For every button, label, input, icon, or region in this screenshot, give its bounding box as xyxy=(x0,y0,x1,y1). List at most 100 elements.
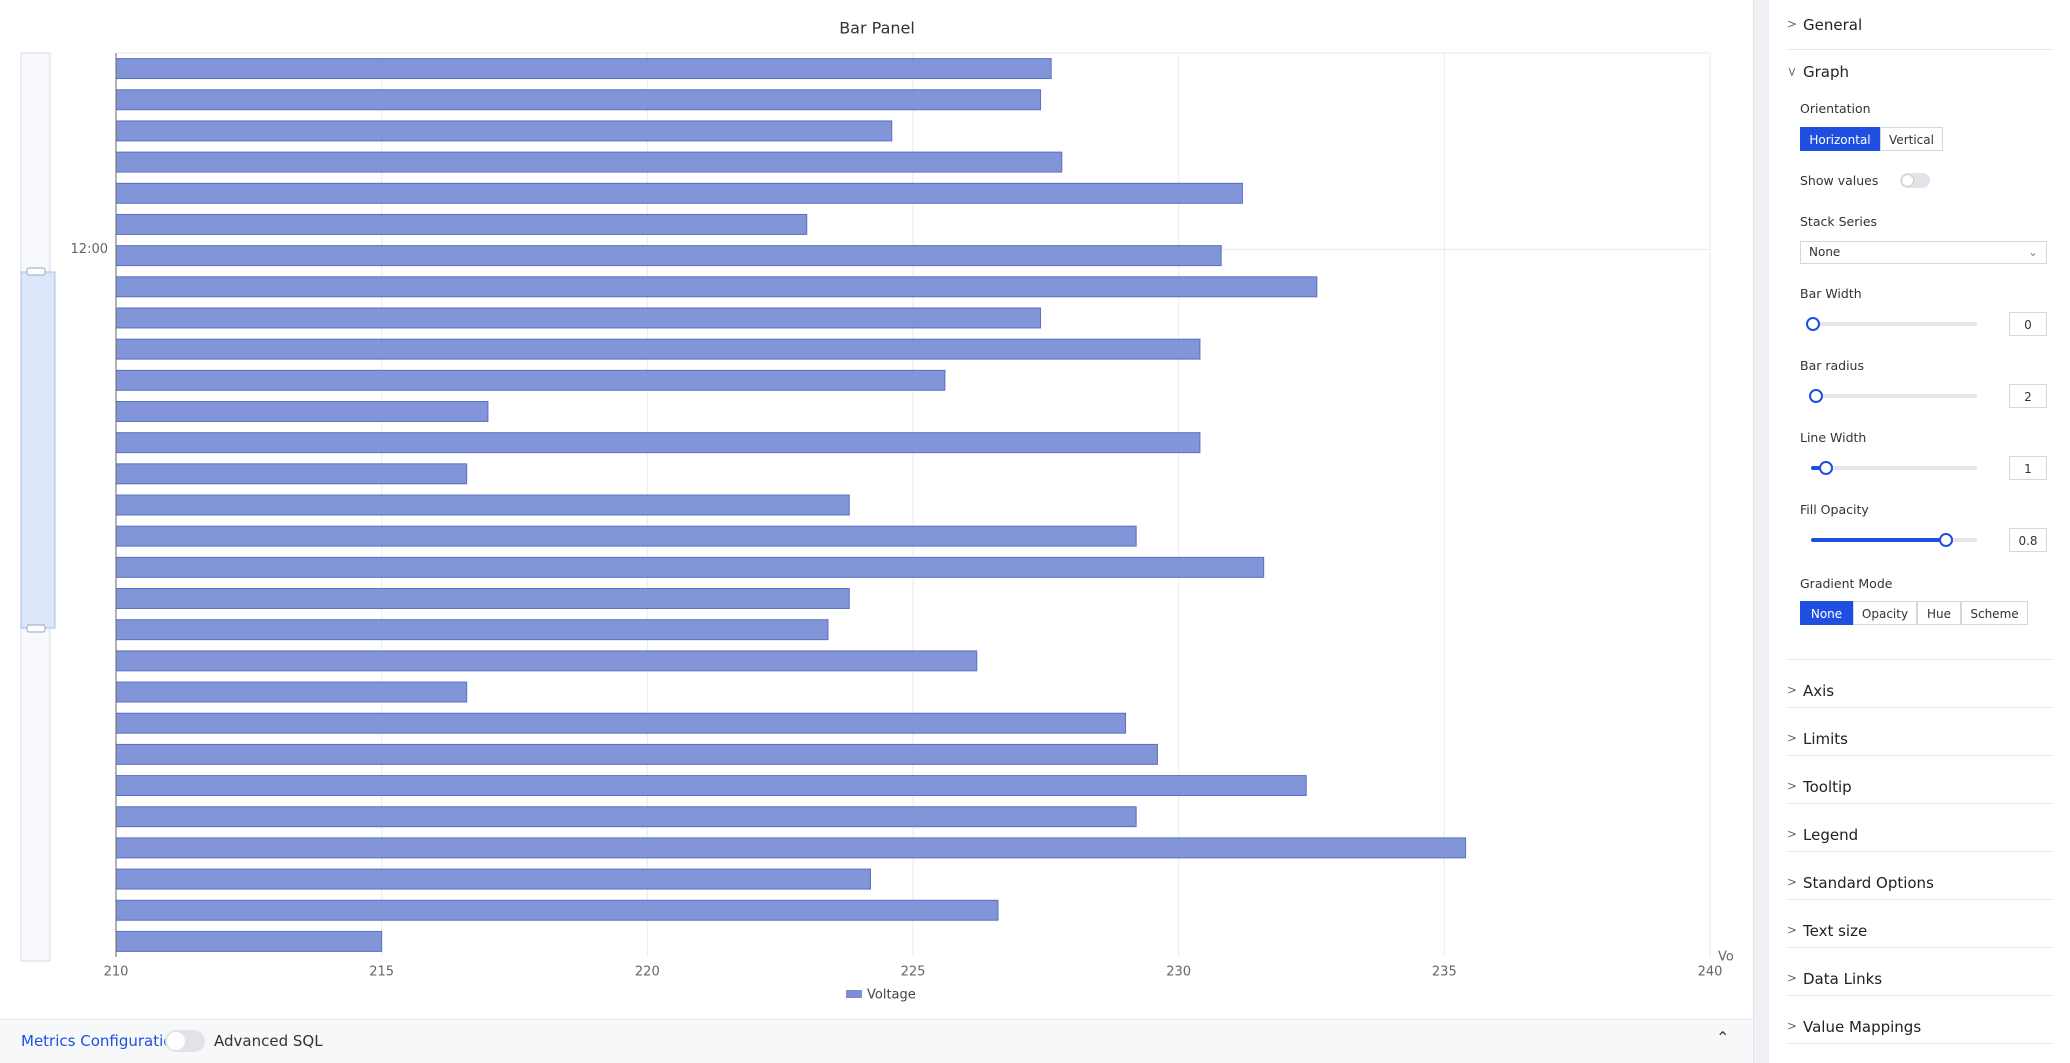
bar xyxy=(115,245,1222,267)
slider[interactable] xyxy=(1811,461,1977,475)
field-label: Bar Width xyxy=(1800,286,1862,301)
bar xyxy=(115,369,946,391)
x-tick-label: 235 xyxy=(1432,965,1457,980)
select-value: None xyxy=(1809,245,1841,259)
x-axis-label: Vo xyxy=(1718,950,1734,965)
slider-thumb[interactable] xyxy=(1819,461,1834,475)
bar xyxy=(115,712,1127,734)
zoom-window[interactable] xyxy=(20,271,56,629)
section-header[interactable]: Tooltip xyxy=(1803,778,1852,796)
bar xyxy=(115,556,1265,578)
slider-thumb[interactable] xyxy=(1938,533,1953,547)
bar xyxy=(115,837,1467,859)
section-header[interactable]: Legend xyxy=(1803,826,1859,844)
field-label: Fill Opacity xyxy=(1800,502,1869,517)
bar xyxy=(115,525,1137,547)
bar xyxy=(115,120,893,142)
toggle[interactable] xyxy=(1900,173,1930,188)
zoom-handle[interactable] xyxy=(26,267,46,276)
bar xyxy=(115,775,1307,797)
x-tick-label: 220 xyxy=(635,965,660,980)
divider xyxy=(1787,947,2053,948)
divider xyxy=(1787,659,2053,660)
bar xyxy=(115,276,1318,298)
option-button[interactable]: None xyxy=(1800,601,1853,625)
bar xyxy=(115,338,1201,360)
number-input[interactable]: 2 xyxy=(2009,384,2047,408)
divider xyxy=(1787,899,2053,900)
chart-title: Bar Panel xyxy=(839,19,915,38)
field-label: Line Width xyxy=(1800,430,1867,445)
divider xyxy=(1787,803,2053,804)
chart-panel: Bar Panel 210 215 220 225 230 235 240 Vo 12:00 Vo… xyxy=(0,0,1754,1063)
bar xyxy=(115,806,1137,828)
slider[interactable] xyxy=(1806,317,1977,331)
chevron: > xyxy=(1787,827,1798,841)
slider[interactable] xyxy=(1809,389,1977,403)
section-header[interactable]: Axis xyxy=(1803,682,1835,700)
option-button[interactable]: Horizontal xyxy=(1800,127,1880,151)
field-label: Bar radius xyxy=(1800,358,1864,373)
slider-thumb[interactable] xyxy=(1806,317,1820,331)
section-header[interactable]: Value Mappings xyxy=(1803,1018,1922,1036)
option-button[interactable]: Vertical xyxy=(1880,127,1943,151)
bar xyxy=(115,619,829,641)
bottom-bar: Metrics Configuration Advanced SQL ⌃ xyxy=(0,1019,1753,1063)
option-button[interactable]: Opacity xyxy=(1853,601,1917,625)
section-header[interactable]: Limits xyxy=(1803,730,1848,748)
bar xyxy=(115,494,850,516)
slider[interactable] xyxy=(1811,533,1977,547)
slider-fill xyxy=(1811,466,1825,470)
field-label: Gradient Mode xyxy=(1800,576,1893,591)
option-button[interactable]: Hue xyxy=(1917,601,1961,625)
x-tick-label: 215 xyxy=(369,965,394,980)
toggle-label: Advanced SQL xyxy=(214,1032,323,1050)
section-header[interactable]: Standard Options xyxy=(1803,874,1934,892)
chevron: > xyxy=(1787,875,1798,889)
field-label: Stack Series xyxy=(1800,214,1878,229)
slider-thumb[interactable] xyxy=(1809,389,1824,403)
slider-fill xyxy=(1811,538,1944,542)
divider xyxy=(1787,755,2053,756)
field-label: Orientation xyxy=(1800,101,1871,116)
bar xyxy=(115,213,808,235)
section-header[interactable]: General xyxy=(1803,16,1863,34)
x-tick-label: 240 xyxy=(1698,965,1723,980)
section-header[interactable]: Data Links xyxy=(1803,970,1883,988)
bar xyxy=(115,588,850,609)
chevron: > xyxy=(1785,66,1800,78)
zoom-handle[interactable] xyxy=(26,624,46,633)
divider xyxy=(1787,1043,2053,1044)
number-input[interactable]: 0.8 xyxy=(2009,528,2047,552)
collapse-icon[interactable]: ⌃ xyxy=(1716,1028,1730,1047)
number-input[interactable]: 1 xyxy=(2009,456,2047,480)
number-input[interactable]: 0 xyxy=(2009,312,2047,336)
section-header[interactable]: Graph xyxy=(1803,63,1850,81)
section-header[interactable]: Text size xyxy=(1803,922,1868,940)
bar xyxy=(115,89,1042,111)
bar xyxy=(115,182,1243,204)
bar xyxy=(115,868,871,890)
toggle[interactable] xyxy=(165,1030,205,1052)
bar xyxy=(115,650,978,672)
select[interactable]: None ⌄ xyxy=(1800,241,2047,264)
x-tick-label: 210 xyxy=(104,965,129,980)
option-button[interactable]: Scheme xyxy=(1961,601,2028,625)
divider xyxy=(1787,851,2053,852)
divider xyxy=(1787,995,2053,996)
bar xyxy=(115,681,468,703)
legend-swatch xyxy=(846,990,862,998)
bar xyxy=(115,307,1042,329)
bar xyxy=(115,930,383,952)
chevron: > xyxy=(1787,923,1798,937)
metrics-link[interactable]: Metrics Configuration xyxy=(21,1032,182,1050)
legend-label: Voltage xyxy=(867,988,916,1003)
chevron: > xyxy=(1787,971,1798,985)
chevron: > xyxy=(1787,17,1798,31)
chevron: > xyxy=(1787,683,1798,697)
bar xyxy=(115,151,1063,173)
divider xyxy=(1787,49,2053,50)
divider xyxy=(1787,707,2053,708)
bar xyxy=(115,743,1158,765)
